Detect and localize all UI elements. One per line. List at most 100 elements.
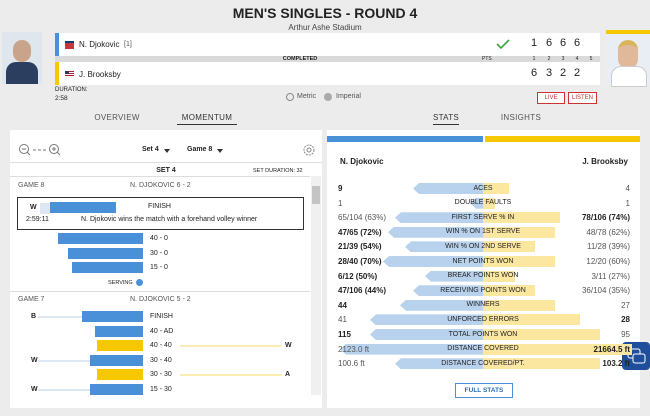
bar-player1 <box>400 299 483 311</box>
set-score: 6 <box>559 37 567 49</box>
unit-option[interactable]: Metric <box>297 93 317 100</box>
radio[interactable] <box>286 93 294 101</box>
stat-player1: 2123.0 ft <box>338 344 370 354</box>
flag <box>65 41 74 49</box>
player2-row <box>55 62 600 85</box>
stat-label: FIRST SERVE % IN <box>451 213 515 221</box>
point-marker: W <box>30 204 37 211</box>
stat-player2: 95 <box>621 330 630 339</box>
bar <box>50 202 116 213</box>
stat-player1: 65/104 (63%) <box>338 213 387 223</box>
bar <box>97 369 143 381</box>
stat-player2: 4 <box>625 184 630 193</box>
stat-label: RECEIVING POINTS WON <box>440 286 526 294</box>
duration-label: DURATION: <box>55 87 88 93</box>
bar-player2 <box>483 329 600 340</box>
bar-player1 <box>383 256 483 267</box>
bar-player2 <box>483 226 555 238</box>
set-select[interactable]: Set 4 <box>142 146 159 153</box>
bar <box>58 233 143 244</box>
point-score: 40 - 0 <box>150 235 168 242</box>
stat-label: WIN % ON 1ST SERVE <box>445 228 521 236</box>
bar-player2 <box>483 299 555 311</box>
bar-player2 <box>483 314 580 326</box>
stat-label: DOUBLE FAULTS <box>454 199 512 207</box>
zoom-controls[interactable] <box>18 143 64 157</box>
set-score: 3 <box>545 67 553 79</box>
player2-name: J. Brooksby <box>79 70 121 79</box>
tab[interactable]: OVERVIEW <box>94 113 140 122</box>
bar-player2 <box>483 241 535 253</box>
set-number: 1 <box>532 55 536 62</box>
game-select[interactable]: Game 8 <box>187 146 213 153</box>
bar-player2 <box>483 343 632 355</box>
live-button[interactable]: LIVE <box>537 92 565 104</box>
title: MEN'S SINGLES - ROUND 4 <box>232 5 418 21</box>
tab[interactable]: INSIGHTS <box>500 113 542 122</box>
stat-player2: 3/11 (27%) <box>591 271 630 281</box>
set-score: 6 <box>545 37 553 49</box>
set-number: 4 <box>575 55 579 62</box>
stat-player2: 36/104 (35%) <box>581 286 630 296</box>
bar <box>40 203 50 214</box>
player2-color <box>606 30 650 34</box>
settings-icon[interactable] <box>302 143 316 157</box>
tab[interactable]: MOMENTUM <box>177 113 237 125</box>
bar-player1 <box>370 314 483 326</box>
bar-player2 <box>483 270 515 282</box>
set-score: 2 <box>559 67 567 79</box>
point-score: 15 - 0 <box>150 264 168 271</box>
stat-player1: 1 <box>338 198 343 208</box>
point-marker: W <box>31 356 38 364</box>
stat-label: WINNERS <box>466 301 500 309</box>
bar <box>90 384 143 395</box>
set-number: 3 <box>561 55 565 62</box>
game-label: GAME 8 <box>18 182 45 189</box>
bar-player2 <box>483 256 555 267</box>
bar <box>90 354 143 366</box>
stat-player2: 48/78 (62%) <box>586 227 630 237</box>
full-stats-button[interactable]: FULL STATS <box>455 383 513 398</box>
bar-trail <box>38 389 90 391</box>
stat-player1: 9 <box>338 184 343 193</box>
radio-checked[interactable] <box>324 93 332 101</box>
seed: [1] <box>124 41 132 48</box>
bar <box>68 248 143 259</box>
player2-name: J. Brooksby <box>582 157 628 166</box>
stat-label: UNFORCED ERRORS <box>447 315 519 323</box>
listen-button[interactable]: LISTEN <box>568 92 597 104</box>
bar-player1 <box>470 197 483 209</box>
point-score: FINISH <box>150 313 173 320</box>
stat-label: BREAK POINTS WON <box>447 272 519 280</box>
stat-player2: 78/106 (74%) <box>581 213 630 223</box>
stat-player1: 6/12 (50%) <box>338 271 378 281</box>
caret <box>164 149 170 156</box>
point-marker: W <box>31 386 38 393</box>
set-number: 5 <box>589 55 593 62</box>
stat-label: NET POINTS WON <box>452 257 514 265</box>
stat-player2: 21664.5 ft <box>593 344 630 354</box>
stat-label: DISTANCE COVERED <box>447 345 519 353</box>
stat-player1: 41 <box>338 315 347 325</box>
bar-player1 <box>388 226 483 238</box>
stat-player2: 27 <box>621 300 630 310</box>
point-marker: B <box>31 313 37 320</box>
bar-trail <box>38 316 82 318</box>
point-score: 40 - AD <box>150 327 174 335</box>
divider <box>10 162 322 163</box>
player1-name: N. Djokovic <box>340 157 384 166</box>
stat-player2: 28 <box>621 315 630 325</box>
set-score: 6 <box>530 67 538 79</box>
stat-player1: 47/106 (44%) <box>338 286 387 296</box>
flag <box>65 71 74 77</box>
tab[interactable]: STATS <box>416 113 476 125</box>
scrollbar[interactable] <box>311 176 321 395</box>
point-score: 15 - 30 <box>150 386 172 393</box>
point-score: 40 - 40 <box>150 342 172 350</box>
stat-player2: 103.2 ft <box>602 359 630 369</box>
player2-color <box>485 136 640 142</box>
unit-option[interactable]: Imperial <box>336 93 361 100</box>
divider <box>10 176 310 177</box>
chat-button[interactable] <box>622 342 650 370</box>
stat-player2: 12/20 (60%) <box>586 257 630 266</box>
